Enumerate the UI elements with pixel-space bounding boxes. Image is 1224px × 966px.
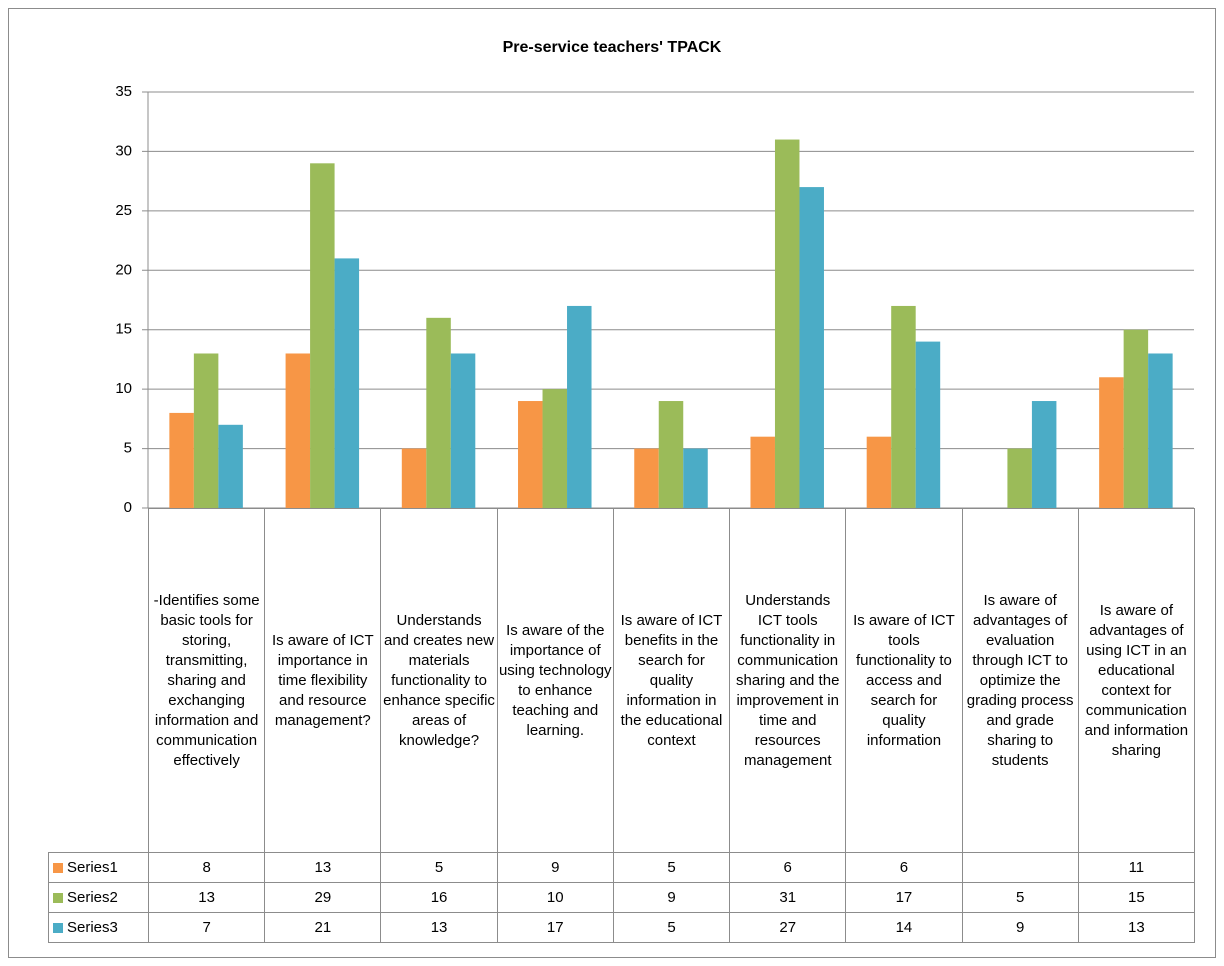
bar [1099,377,1124,508]
table-value: 7 [148,912,266,943]
bar [799,187,824,509]
bar [1148,353,1173,508]
y-tick-label: 35 [115,83,132,100]
bar [683,448,708,508]
legend-label: Series3 [67,918,118,936]
legend-entry: Series2 [48,882,149,913]
bar [567,305,592,508]
chart-border [8,8,1216,958]
bar [169,412,194,508]
table-value: 14 [845,912,963,943]
bar [774,139,800,509]
y-tick-label: 20 [115,261,132,278]
bar [310,163,335,509]
bar [891,305,916,508]
bar [750,436,775,508]
table-value: 5 [612,852,731,883]
bar [1123,329,1149,508]
bar [193,353,219,508]
y-tick-label: 15 [115,321,132,338]
bar [866,436,892,508]
legend-swatch [53,862,63,873]
table-value: 15 [1077,882,1195,913]
table-value [961,852,1079,883]
bar [1007,448,1032,508]
table-value: 10 [496,882,614,913]
table-value: 11 [1077,852,1195,883]
bar [1031,401,1057,508]
category-label: Is aware of advantages of using ICT in a… [1077,508,1195,853]
table-value: 13 [1077,912,1195,943]
legend-label: Series1 [67,858,118,876]
y-tick-label: 0 [124,499,132,516]
table-value: 17 [496,912,614,943]
table-value: 31 [729,882,847,913]
category-label: Is aware of ICT tools functionality to a… [845,508,963,853]
bar [450,353,476,508]
table-value: 29 [264,882,382,913]
category-label: Understands ICT tools functionality in c… [729,508,847,853]
table-value: 5 [961,882,1079,913]
category-label: Is aware of ICT benefits in the search f… [612,508,731,853]
table-value: 5 [612,912,731,943]
table-value: 21 [264,912,382,943]
legend-swatch [53,922,63,933]
category-label: Is aware of ICT importance in time flexi… [264,508,382,853]
bar [426,317,451,508]
bar [658,401,684,508]
table-value: 17 [845,882,963,913]
table-value: 5 [380,852,498,883]
legend-label: Series2 [67,888,118,906]
y-tick-label: 10 [115,380,132,397]
bar [334,258,360,508]
legend-entry: Series3 [48,912,149,943]
category-label: Is aware of advantages of evaluation thr… [961,508,1079,853]
category-label: -Identifies some basic tools for storing… [148,508,266,853]
table-value: 8 [148,852,266,883]
bar [218,424,243,508]
table-value: 13 [148,882,266,913]
table-value: 6 [845,852,963,883]
table-value: 9 [612,882,731,913]
table-value: 6 [729,852,847,883]
bar [634,448,659,508]
y-tick-label: 25 [115,202,132,219]
table-value: 9 [496,852,614,883]
table-value: 9 [961,912,1079,943]
legend-swatch [53,892,63,903]
bar [518,401,543,508]
bar [542,389,568,508]
y-tick-label: 30 [115,142,132,159]
bar [285,353,311,508]
bar [915,341,941,508]
category-label: Is aware of the importance of using tech… [496,508,614,853]
table-value: 27 [729,912,847,943]
table-value: 13 [380,912,498,943]
category-label: Understands and creates new materials fu… [380,508,498,853]
table-value: 16 [380,882,498,913]
legend-entry: Series1 [48,852,149,883]
chart-title: Pre-service teachers' TPACK [503,39,722,56]
bar [401,448,427,508]
table-value: 13 [264,852,382,883]
y-tick-label: 5 [124,440,132,457]
